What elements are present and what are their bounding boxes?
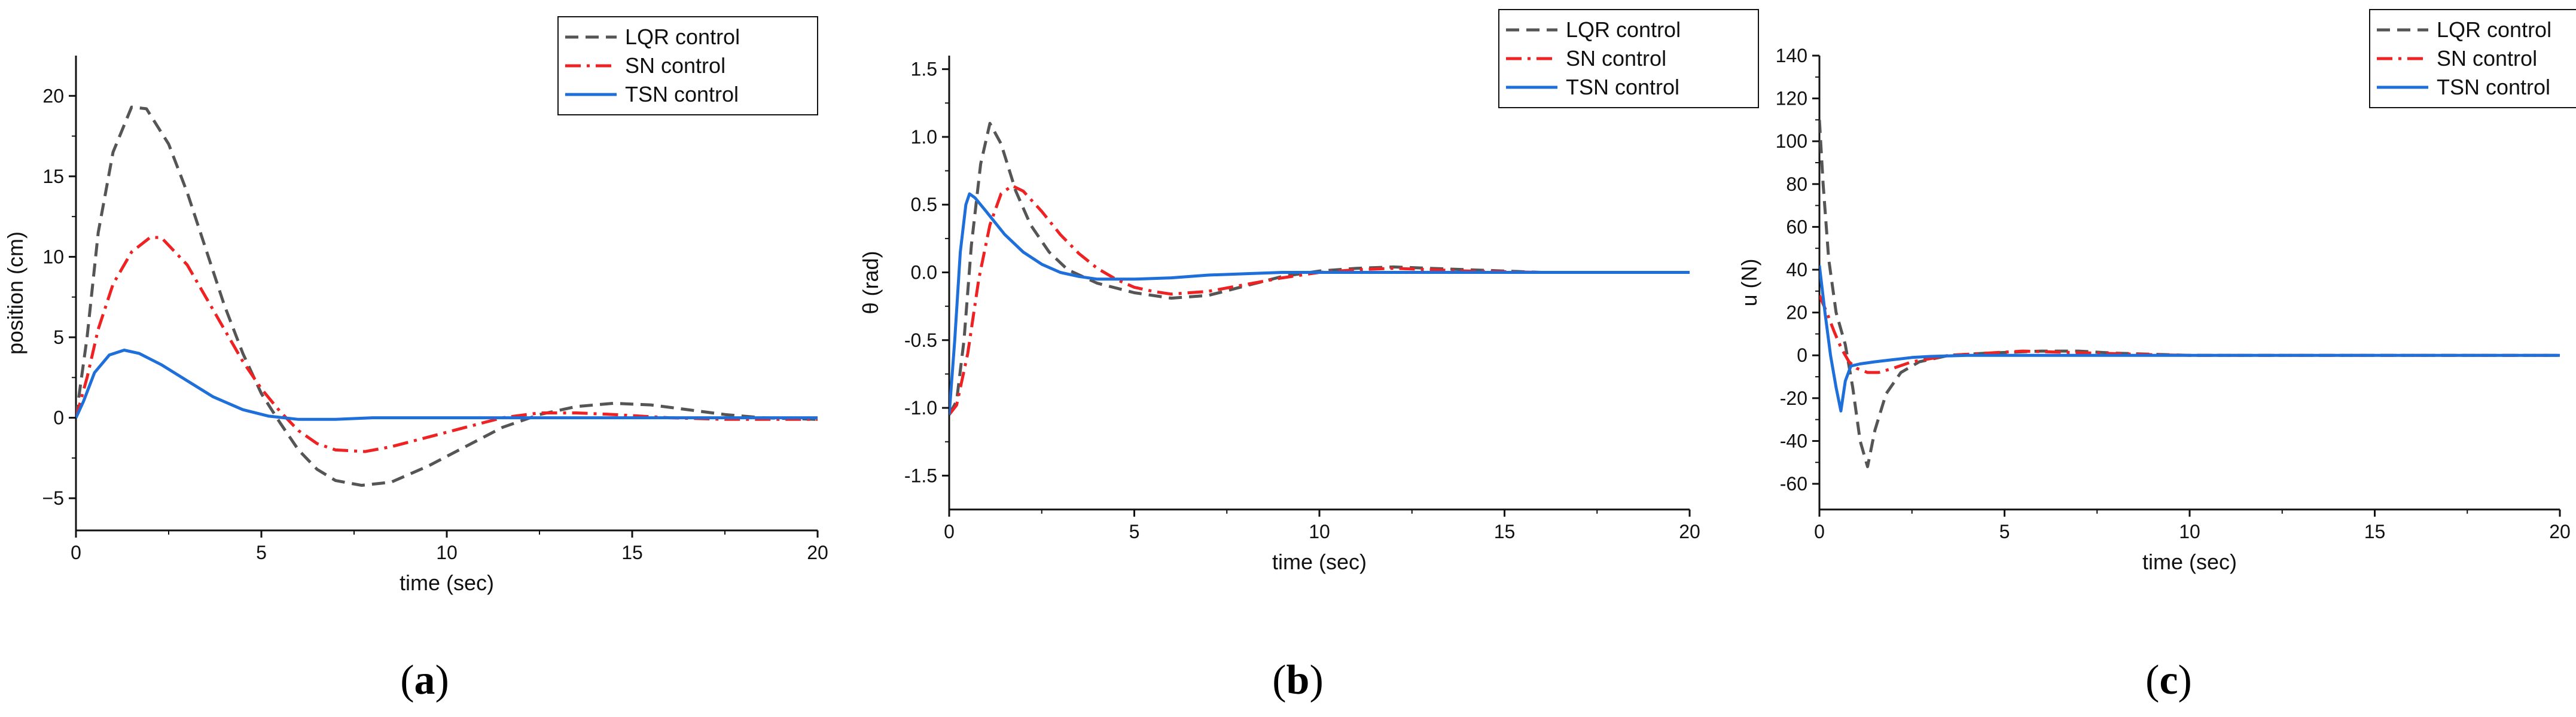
x-tick-label: 5: [1999, 521, 2010, 542]
x-tick-label: 20: [807, 542, 828, 563]
panel-c: 0 5 10 15 20 -60 -40 -20 0 20 40 60 80 100 120 140 time …: [1737, 9, 2576, 703]
y-tick-label: 1.5: [911, 59, 937, 80]
legend-label: TSN control: [2437, 75, 2550, 99]
series-line-lqr: [1819, 120, 2560, 468]
legend-label: TSN control: [1566, 75, 1679, 99]
y-axis-label: θ (rad): [858, 251, 883, 314]
y-tick-label: 20: [1786, 302, 1807, 324]
series-line-tsn: [949, 192, 1690, 415]
y-tick-label: 60: [1786, 216, 1807, 237]
x-tick-label: 5: [256, 542, 267, 563]
y-tick-label: 0: [53, 407, 64, 429]
y-tick-label: 0: [1797, 344, 1807, 366]
y-tick-label: 5: [53, 327, 64, 348]
y-tick-label: 10: [42, 246, 64, 267]
legend-label: SN control: [2437, 46, 2537, 71]
panel-label-close: ): [1309, 657, 1323, 703]
y-tick-label: 120: [1776, 88, 1807, 109]
x-tick-label: 15: [2364, 521, 2386, 542]
y-tick-label: 140: [1776, 45, 1807, 66]
y-tick-label: -0.5: [904, 329, 937, 351]
series-line-lqr: [76, 105, 818, 487]
legend: LQR control SN control TSN control: [1498, 9, 1759, 108]
y-tick-label: 1.0: [911, 126, 937, 148]
legend-label: SN control: [1566, 46, 1666, 71]
series-group: [76, 105, 818, 487]
panel-a: 0 5 10 15 20 −5 0 5 10 15 20 time (sec) position (cm…: [3, 16, 828, 703]
y-tick-label: -60: [1780, 473, 1807, 495]
y-tick-label: -1.0: [904, 397, 937, 419]
y-tick-label: 80: [1786, 173, 1807, 195]
panel-label: (a): [400, 657, 449, 703]
x-axis-label: time (sec): [1272, 550, 1367, 574]
y-tick-label: -1.5: [904, 465, 937, 486]
x-tick-label: 0: [1814, 521, 1825, 542]
panel-b: 0 5 10 15 20 -1.5 -1.0 -0.5 0.0 0.5 1.0 1.5 time (se…: [858, 9, 1759, 703]
panel-label-open: (: [1272, 657, 1286, 703]
legend-label: LQR control: [2437, 17, 2551, 42]
panel-label-close: ): [435, 657, 449, 703]
y-tick-label: 0.0: [911, 262, 937, 283]
panel-label-open: (: [2145, 657, 2159, 703]
x-tick-label: 10: [436, 542, 458, 563]
series-line-sn: [76, 236, 818, 453]
x-tick-label: 0: [944, 521, 955, 542]
legend-label: TSN control: [625, 82, 739, 106]
panel-label-letter: c: [2159, 657, 2178, 703]
series-group: [949, 121, 1690, 416]
x-tick-label: 10: [1309, 521, 1330, 542]
legend-label: LQR control: [625, 25, 740, 49]
legend: LQR control SN control TSN control: [557, 16, 818, 115]
panel-label-letter: a: [414, 657, 435, 703]
panel-label: (c): [2145, 657, 2192, 703]
y-tick-label: 20: [42, 85, 64, 106]
x-axis-label: time (sec): [400, 570, 494, 595]
series-line-sn: [949, 184, 1690, 416]
panel-label-open: (: [400, 657, 414, 703]
panel-label-close: ): [2178, 657, 2192, 703]
y-tick-label: -40: [1780, 430, 1807, 451]
y-tick-label: 40: [1786, 259, 1807, 280]
x-tick-label: 10: [2179, 521, 2200, 542]
series-group: [1819, 120, 2560, 468]
y-tick-label: 100: [1776, 130, 1807, 152]
series-line-sn: [1819, 295, 2560, 374]
y-tick-label: −5: [42, 487, 64, 509]
x-tick-label: 15: [1494, 521, 1516, 542]
legend-label: LQR control: [1566, 17, 1681, 42]
y-tick-label: 15: [42, 166, 64, 187]
x-tick-label: 5: [1129, 521, 1140, 542]
x-tick-label: 20: [1679, 521, 1700, 542]
series-line-tsn: [1819, 265, 2560, 413]
y-tick-label: 0.5: [911, 194, 937, 215]
x-tick-label: 0: [71, 542, 81, 563]
y-axis-label: u (N): [1737, 259, 1761, 307]
x-tick-label: 15: [621, 542, 643, 563]
x-axis-label: time (sec): [2142, 550, 2237, 574]
panel-label: (b): [1272, 657, 1324, 703]
panel-label-letter: b: [1287, 657, 1310, 703]
legend-box: [2369, 9, 2576, 108]
y-tick-label: -20: [1780, 388, 1807, 409]
series-line-lqr: [949, 121, 1690, 416]
legend: LQR control SN control TSN control: [2369, 9, 2576, 108]
legend-label: SN control: [625, 53, 725, 78]
y-axis-label: position (cm): [3, 231, 28, 355]
series-line-tsn: [76, 349, 818, 421]
x-tick-label: 20: [2549, 521, 2571, 542]
